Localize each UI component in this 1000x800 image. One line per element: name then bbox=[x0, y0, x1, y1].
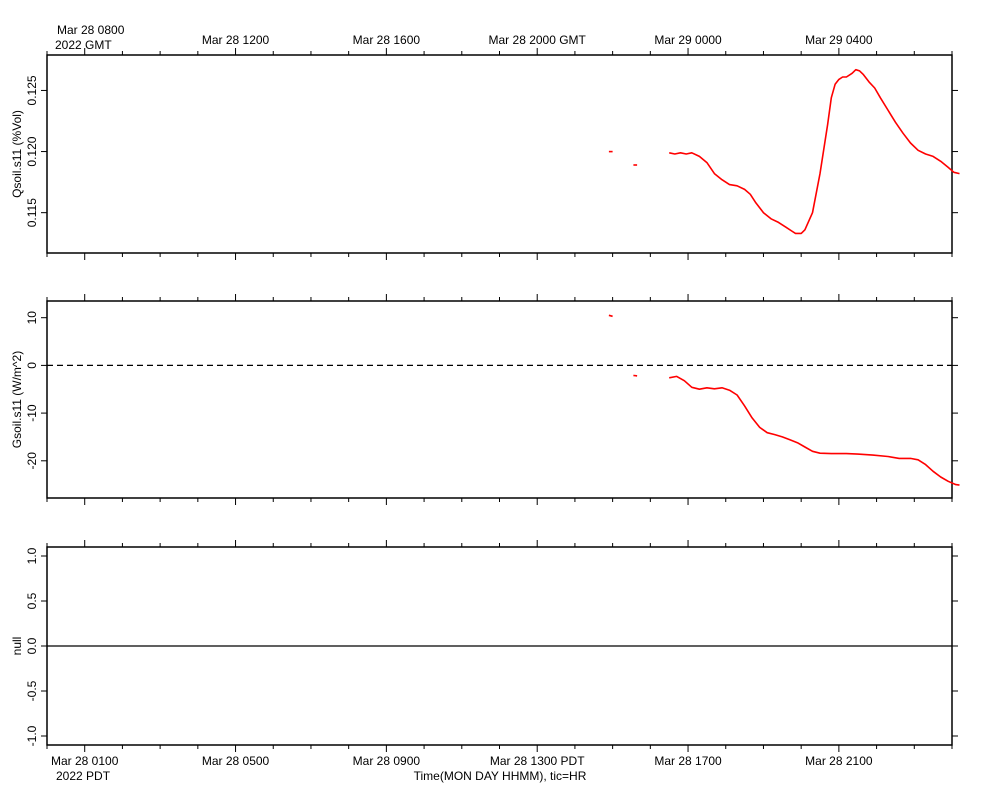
pdt-tick-label: Mar 28 0900 bbox=[353, 754, 421, 768]
gmt-tick-label: Mar 28 1200 bbox=[202, 33, 270, 47]
gmt-axis-labels: Mar 28 0800 2022 GMT Mar 28 1200 Mar 28 1… bbox=[55, 23, 873, 52]
y-tick-label: 0.125 bbox=[25, 75, 39, 105]
gmt-axis-first-label: Mar 28 0800 bbox=[57, 23, 125, 37]
series-line-segment bbox=[608, 314, 613, 318]
x-axis-title: Time(MON DAY HHMM), tic=HR bbox=[414, 769, 587, 783]
y-tick-label: 0 bbox=[25, 362, 39, 369]
y-axis-label: null bbox=[10, 637, 24, 656]
pdt-tick-label: Mar 28 1700 bbox=[654, 754, 722, 768]
pdt-tick-label: Mar 28 1300 PDT bbox=[490, 754, 585, 768]
pdt-axis-labels: 2022 PDT Time(MON DAY HHMM), tic=HR Mar … bbox=[51, 754, 873, 783]
plot-frame bbox=[46, 54, 953, 254]
series-line-segment bbox=[669, 68, 960, 235]
y-tick-label: 0.0 bbox=[25, 637, 39, 654]
y-tick-label: 10 bbox=[25, 311, 39, 325]
y-tick-label: 0.5 bbox=[25, 592, 39, 609]
series-line-segment bbox=[669, 375, 960, 486]
pdt-axis-year-label: 2022 PDT bbox=[56, 769, 111, 783]
y-tick-label: -0.5 bbox=[25, 680, 39, 701]
pdt-tick-label: Mar 28 0500 bbox=[202, 754, 270, 768]
gmt-tick-label: Mar 29 0000 bbox=[654, 33, 722, 47]
y-tick-label: 0.120 bbox=[25, 136, 39, 166]
plot-frame bbox=[46, 300, 953, 499]
series-line-segment bbox=[633, 374, 638, 377]
y-tick-label: -20 bbox=[25, 452, 39, 470]
y-tick-label: -1.0 bbox=[25, 725, 39, 746]
y-tick-label: 1.0 bbox=[25, 547, 39, 564]
gmt-tick-label: Mar 29 0400 bbox=[805, 33, 873, 47]
panel-3: 1.0 0.5 0.0 -0.5 -1.0 null bbox=[10, 540, 958, 752]
y-tick-label: 0.115 bbox=[25, 198, 39, 227]
y-tick-label: -10 bbox=[25, 404, 39, 422]
pdt-tick-label: Mar 28 2100 bbox=[805, 754, 873, 768]
pdt-tick-label: Mar 28 0100 bbox=[51, 754, 119, 768]
gmt-axis-year-label: 2022 GMT bbox=[55, 38, 112, 52]
y-axis-label: Gsoil.s11 (W/m^2) bbox=[10, 351, 24, 448]
gmt-tick-label: Mar 28 2000 GMT bbox=[489, 33, 587, 47]
y-axis-label: Qsoil.s11 (%Vol) bbox=[10, 110, 24, 198]
gmt-tick-label: Mar 28 1600 bbox=[353, 33, 421, 47]
